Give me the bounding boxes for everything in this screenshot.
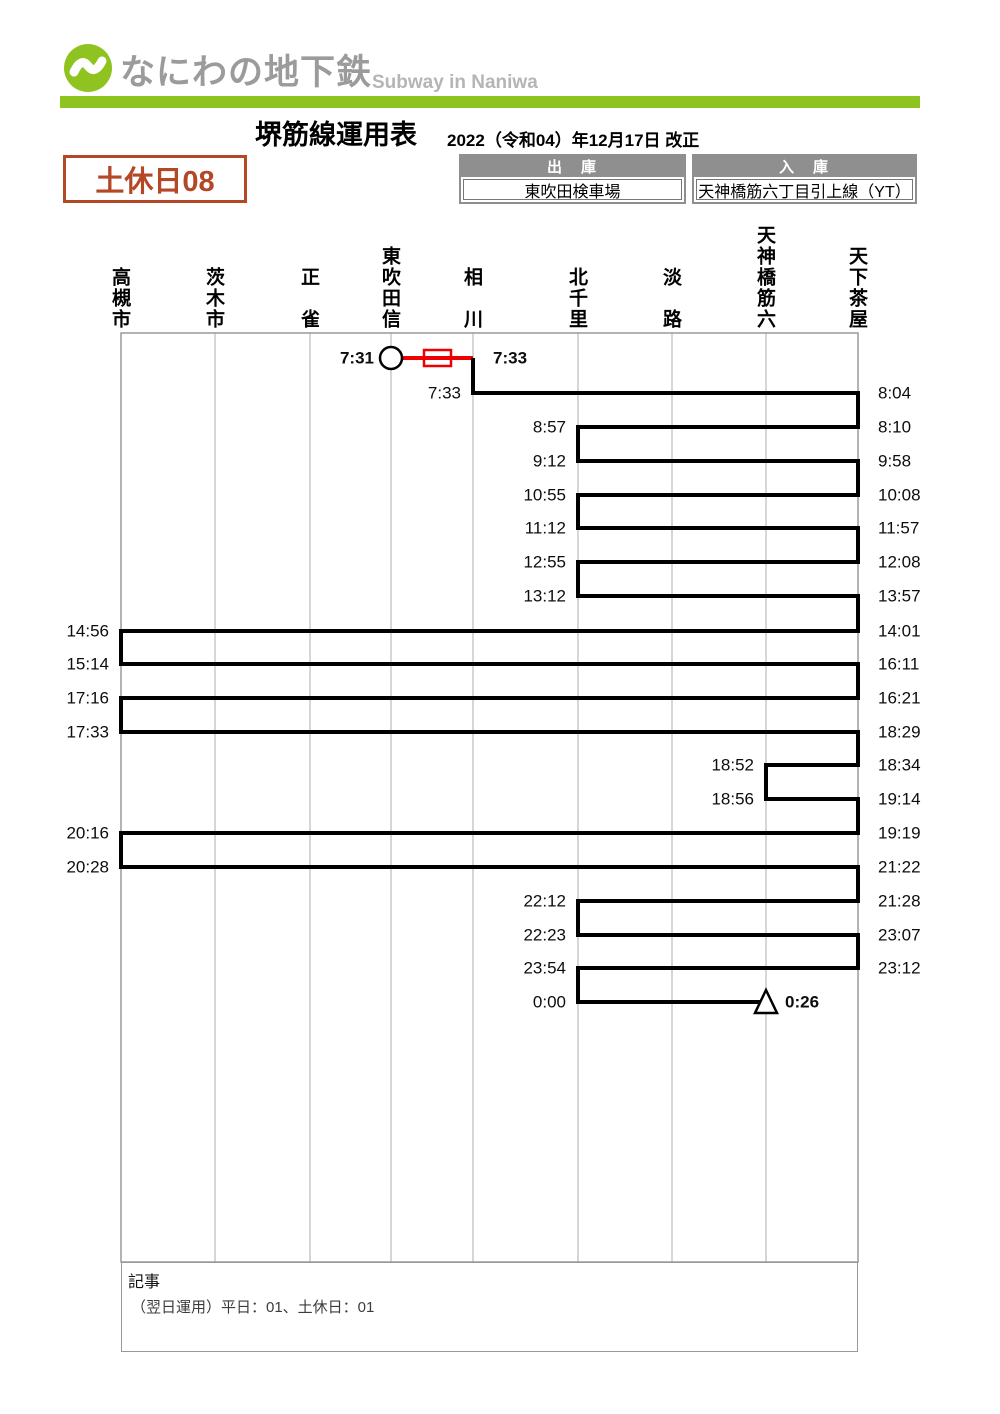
station-label: 正 雀 [298, 267, 319, 330]
duty-badge: 土休日08 [63, 155, 247, 203]
departure-time: 14:01 [878, 622, 921, 641]
departure-time: 17:33 [66, 723, 109, 742]
arrival-time: 22:12 [523, 892, 566, 911]
arrival-time: 17:16 [66, 689, 109, 708]
notes-title: 記事 [128, 1274, 161, 1291]
departure-time: 0:00 [533, 993, 566, 1012]
arrival-time: 9:58 [878, 452, 911, 471]
arrival-time: 13:57 [878, 587, 921, 606]
depot-in-triangle-icon [753, 987, 779, 1015]
depot-in-value: 天神橋筋六丁目引上線（YT） [696, 179, 913, 201]
arrival-time: 21:22 [878, 858, 921, 877]
train-run-line [119, 358, 860, 1004]
departure-time: 20:28 [66, 858, 109, 877]
depot-out-value: 東吹田検車場 [463, 179, 682, 201]
arrival-time: 11:57 [878, 519, 919, 538]
departure-time: 9:12 [533, 452, 566, 471]
departure-time: 12:08 [878, 553, 921, 572]
arrival-time: 8:04 [878, 384, 911, 403]
arrival-time: 23:07 [878, 926, 921, 945]
arrival-time: 14:56 [66, 622, 109, 641]
revision-date: 2022（令和04）年12月17日 改正 [447, 131, 700, 150]
arrival-time: 12:55 [523, 553, 566, 572]
departure-time: 19:19 [878, 824, 921, 843]
arrival-time: 10:55 [523, 486, 566, 505]
logo-title: なにわの地下鉄 [120, 53, 373, 92]
depot-in-table: 入 庫 天神橋筋六丁目引上線（YT） [692, 154, 917, 204]
departure-time: 18:34 [878, 756, 921, 775]
departure-time: 21:28 [878, 892, 921, 911]
departure-time: 16:21 [878, 689, 921, 708]
station-label: 茨木市 [203, 267, 224, 330]
arrival-time: 20:16 [66, 824, 109, 843]
depot-in-header: 入 庫 [694, 156, 915, 177]
brand-green-bar [60, 96, 920, 108]
departure-time: 18:56 [711, 790, 754, 809]
logo-subtitle: Subway in Naniwa [372, 72, 538, 93]
station-label: 北千里 [566, 267, 587, 330]
arrival-time: 18:52 [711, 756, 754, 775]
arrival-time: 23:54 [523, 959, 566, 978]
departure-time: 10:08 [878, 486, 921, 505]
station-label: 東吹田信 [379, 246, 400, 330]
depot-out-circle-icon [378, 345, 404, 371]
station-label: 高槻市 [109, 267, 130, 330]
depot-box-icon [422, 348, 453, 368]
departure-time: 22:23 [523, 926, 566, 945]
station-label: 天神橋筋六 [754, 225, 775, 330]
station-label: 淡 路 [660, 267, 681, 330]
arrival-time: 19:14 [878, 790, 921, 809]
departure-time: 23:12 [878, 959, 921, 978]
departure-time: 11:12 [525, 519, 566, 538]
arrival-time: 18:29 [878, 723, 921, 742]
station-label: 相 川 [461, 267, 482, 330]
notes-box [121, 1262, 858, 1352]
subway-logo-icon [64, 44, 112, 92]
deadhead-arrive-time: 7:33 [493, 349, 527, 368]
page-title: 堺筋線運用表 [255, 120, 417, 150]
departure-time: 15:14 [66, 655, 109, 674]
station-label: 天下茶屋 [846, 246, 867, 330]
arrival-time: 8:57 [533, 418, 566, 437]
depot-in-time: 0:26 [785, 993, 819, 1012]
depot-out-header: 出 庫 [461, 156, 684, 177]
departure-time: 8:10 [878, 418, 911, 437]
notes-line: （翌日運用）平日：01、土休日：01 [131, 1299, 375, 1316]
departure-time: 13:12 [523, 587, 566, 606]
departure-time: 7:33 [428, 384, 461, 403]
depot-out-time: 7:31 [340, 349, 374, 368]
arrival-time: 16:11 [878, 655, 919, 674]
depot-out-table: 出 庫 東吹田検車場 [459, 154, 686, 204]
